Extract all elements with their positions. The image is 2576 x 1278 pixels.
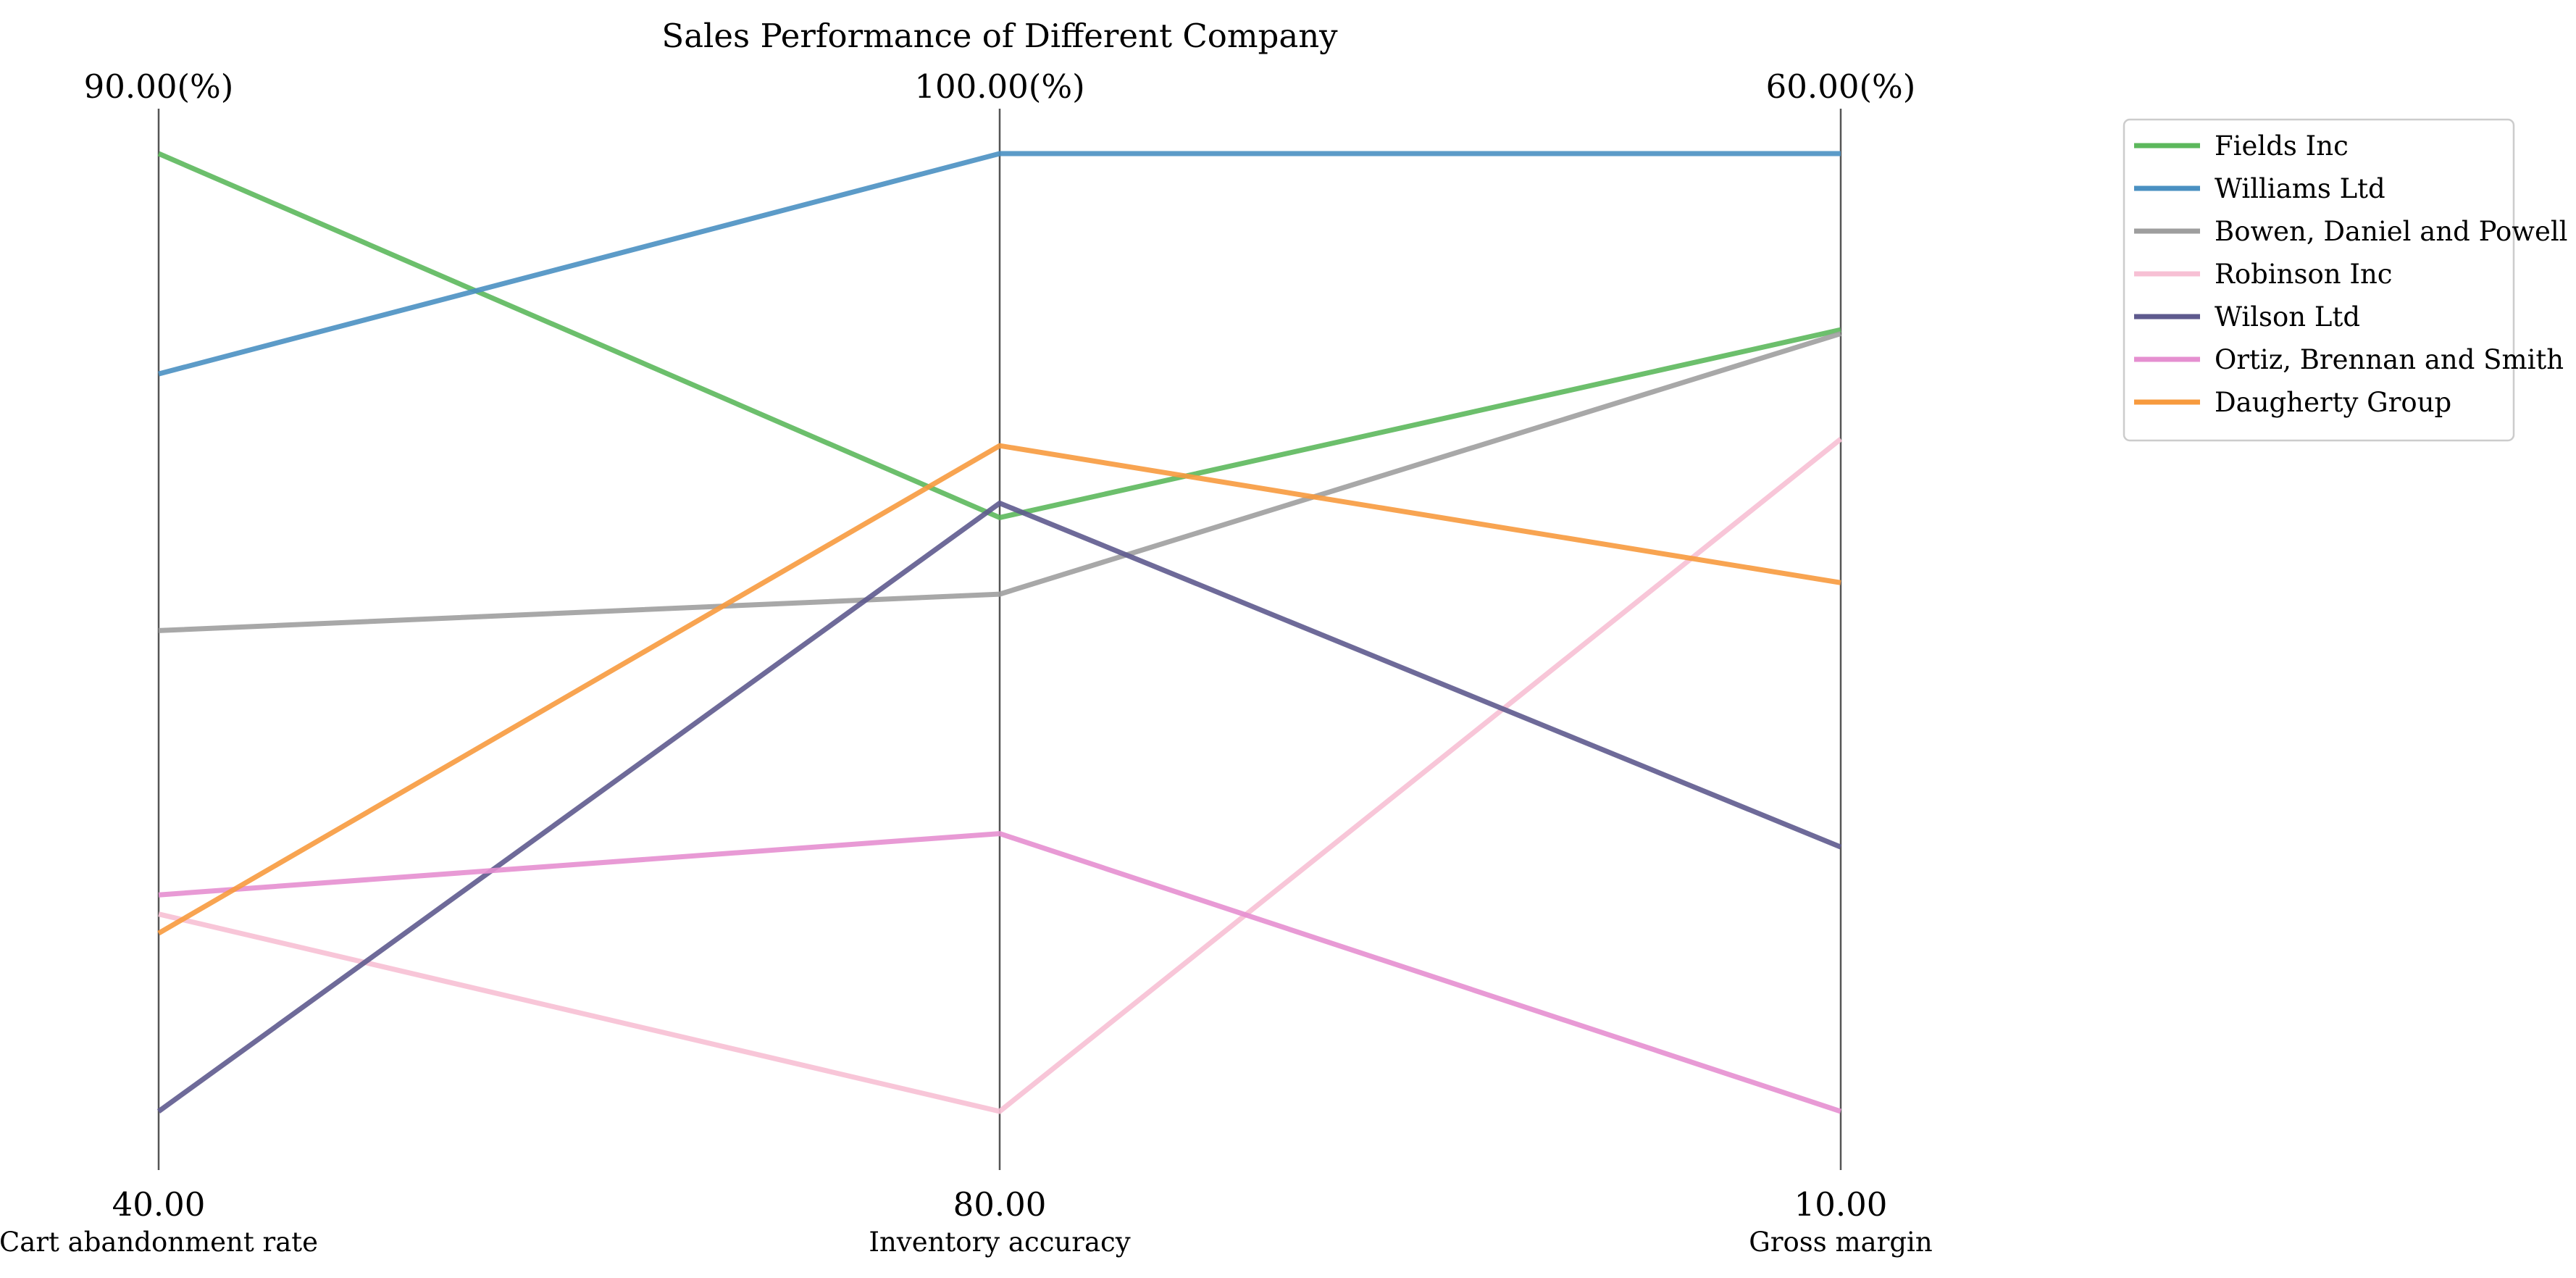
axis-name-inventory-accuracy: Inventory accuracy — [869, 1227, 1130, 1258]
axis-min-label-cart-abandonment-rate: 40.00 — [112, 1185, 206, 1224]
series-line-robinson-inc — [158, 437, 1843, 1114]
series-line-fields-inc — [157, 151, 1841, 520]
legend-label-ortiz-brennan-and-smith: Ortiz, Brennan and Smith — [2215, 344, 2564, 375]
axis-min-label-gross-margin: 10.00 — [1794, 1185, 1888, 1224]
series-line-bowen-daniel-and-powell — [158, 331, 1842, 633]
legend-label-bowen-daniel-and-powell: Bowen, Daniel and Powell — [2215, 216, 2568, 247]
axis-min-label-inventory-accuracy: 80.00 — [953, 1185, 1047, 1224]
series-line-williams-ltd — [158, 151, 1841, 377]
series-line-daugherty-group — [157, 443, 1841, 936]
series-line-wilson-ltd — [156, 501, 1842, 1114]
series-line-ortiz-brennan-and-smith — [158, 831, 1842, 1114]
legend-label-fields-inc: Fields Inc — [2215, 130, 2349, 162]
axis-name-gross-margin: Gross margin — [1749, 1227, 1932, 1258]
legend: Fields Inc Williams Ltd Bowen, Daniel and … — [2123, 118, 2568, 442]
legend-label-wilson-ltd: Wilson Ltd — [2215, 301, 2360, 333]
axis-max-label-inventory-accuracy: 100.00(%) — [914, 67, 1084, 106]
axis-max-label-gross-margin: 60.00(%) — [1766, 67, 1916, 106]
legend-label-daugherty-group: Daugherty Group — [2215, 387, 2451, 418]
legend-label-williams-ltd: Williams Ltd — [2215, 173, 2385, 204]
axis-max-label-cart-abandonment-rate: 90.00(%) — [84, 67, 234, 106]
legend-box — [2123, 118, 2515, 442]
legend-label-robinson-inc: Robinson Inc — [2215, 259, 2393, 290]
axis-name-cart-abandonment-rate: Cart abandonment rate — [0, 1227, 318, 1258]
chart-title: Sales Performance of Different Company — [661, 17, 1338, 55]
series-lines-layer — [156, 151, 1843, 1114]
